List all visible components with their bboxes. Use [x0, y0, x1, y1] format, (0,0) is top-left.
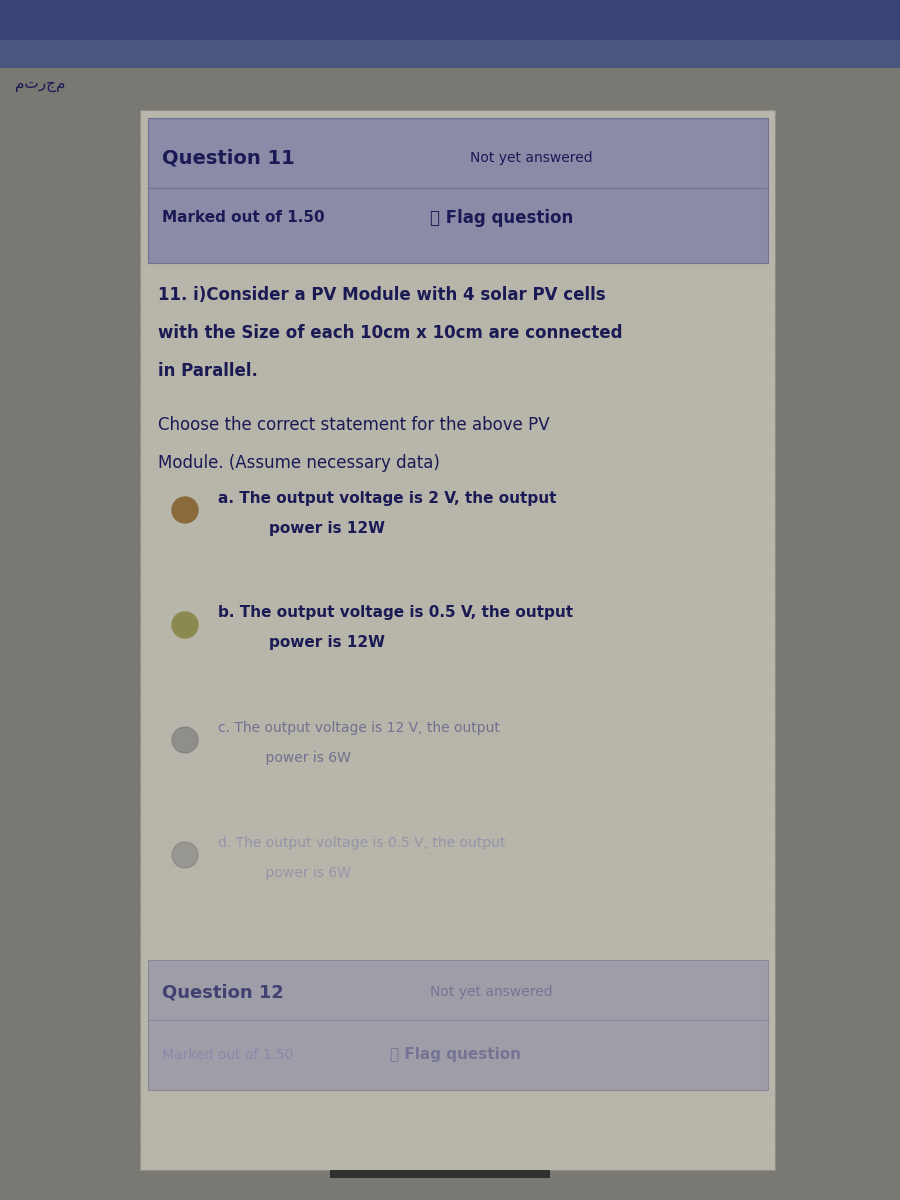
Text: in Parallel.: in Parallel. [158, 362, 258, 380]
Text: b. The output voltage is 0.5 V, the output: b. The output voltage is 0.5 V, the outp… [218, 606, 573, 620]
Bar [140, 110, 775, 1170]
Circle shape [172, 497, 198, 523]
Text: d. The output voltage is 0.5 V, the output: d. The output voltage is 0.5 V, the outp… [218, 836, 506, 850]
Text: power is 6W: power is 6W [248, 866, 351, 880]
Bar [0, 40, 900, 68]
Text: مترجم: مترجم [15, 78, 66, 92]
Text: Marked out of 1.50: Marked out of 1.50 [162, 210, 325, 226]
Text: Marked out of 1.50: Marked out of 1.50 [162, 1048, 293, 1062]
Text: 11. i)Consider a PV Module with 4 solar PV cells: 11. i)Consider a PV Module with 4 solar … [158, 286, 606, 304]
Text: c. The output voltage is 12 V, the output: c. The output voltage is 12 V, the outpu… [218, 721, 500, 734]
Text: Module. (Assume necessary data): Module. (Assume necessary data) [158, 454, 440, 472]
Circle shape [172, 727, 198, 754]
Circle shape [172, 842, 198, 868]
Bar [0, 0, 900, 40]
Text: Question 11: Question 11 [162, 149, 295, 168]
Text: power is 12W: power is 12W [248, 636, 385, 650]
Circle shape [172, 612, 198, 638]
Text: Not yet answered: Not yet answered [430, 985, 553, 998]
Text: Not yet answered: Not yet answered [470, 151, 592, 164]
Text: ⯆ Flag question: ⯆ Flag question [430, 209, 573, 227]
Text: a. The output voltage is 2 V, the output: a. The output voltage is 2 V, the output [218, 491, 556, 505]
Text: power is 12W: power is 12W [248, 521, 385, 535]
Text: Question 12: Question 12 [162, 983, 284, 1001]
Bar [330, 1170, 550, 1178]
Text: Choose the correct statement for the above PV: Choose the correct statement for the abo… [158, 416, 550, 434]
Text: with the Size of each 10cm x 10cm are connected: with the Size of each 10cm x 10cm are co… [158, 324, 623, 342]
Text: power is 6W: power is 6W [248, 751, 351, 766]
Bar [148, 960, 768, 1090]
Text: ⯆ Flag question: ⯆ Flag question [390, 1048, 521, 1062]
Bar [148, 118, 768, 263]
